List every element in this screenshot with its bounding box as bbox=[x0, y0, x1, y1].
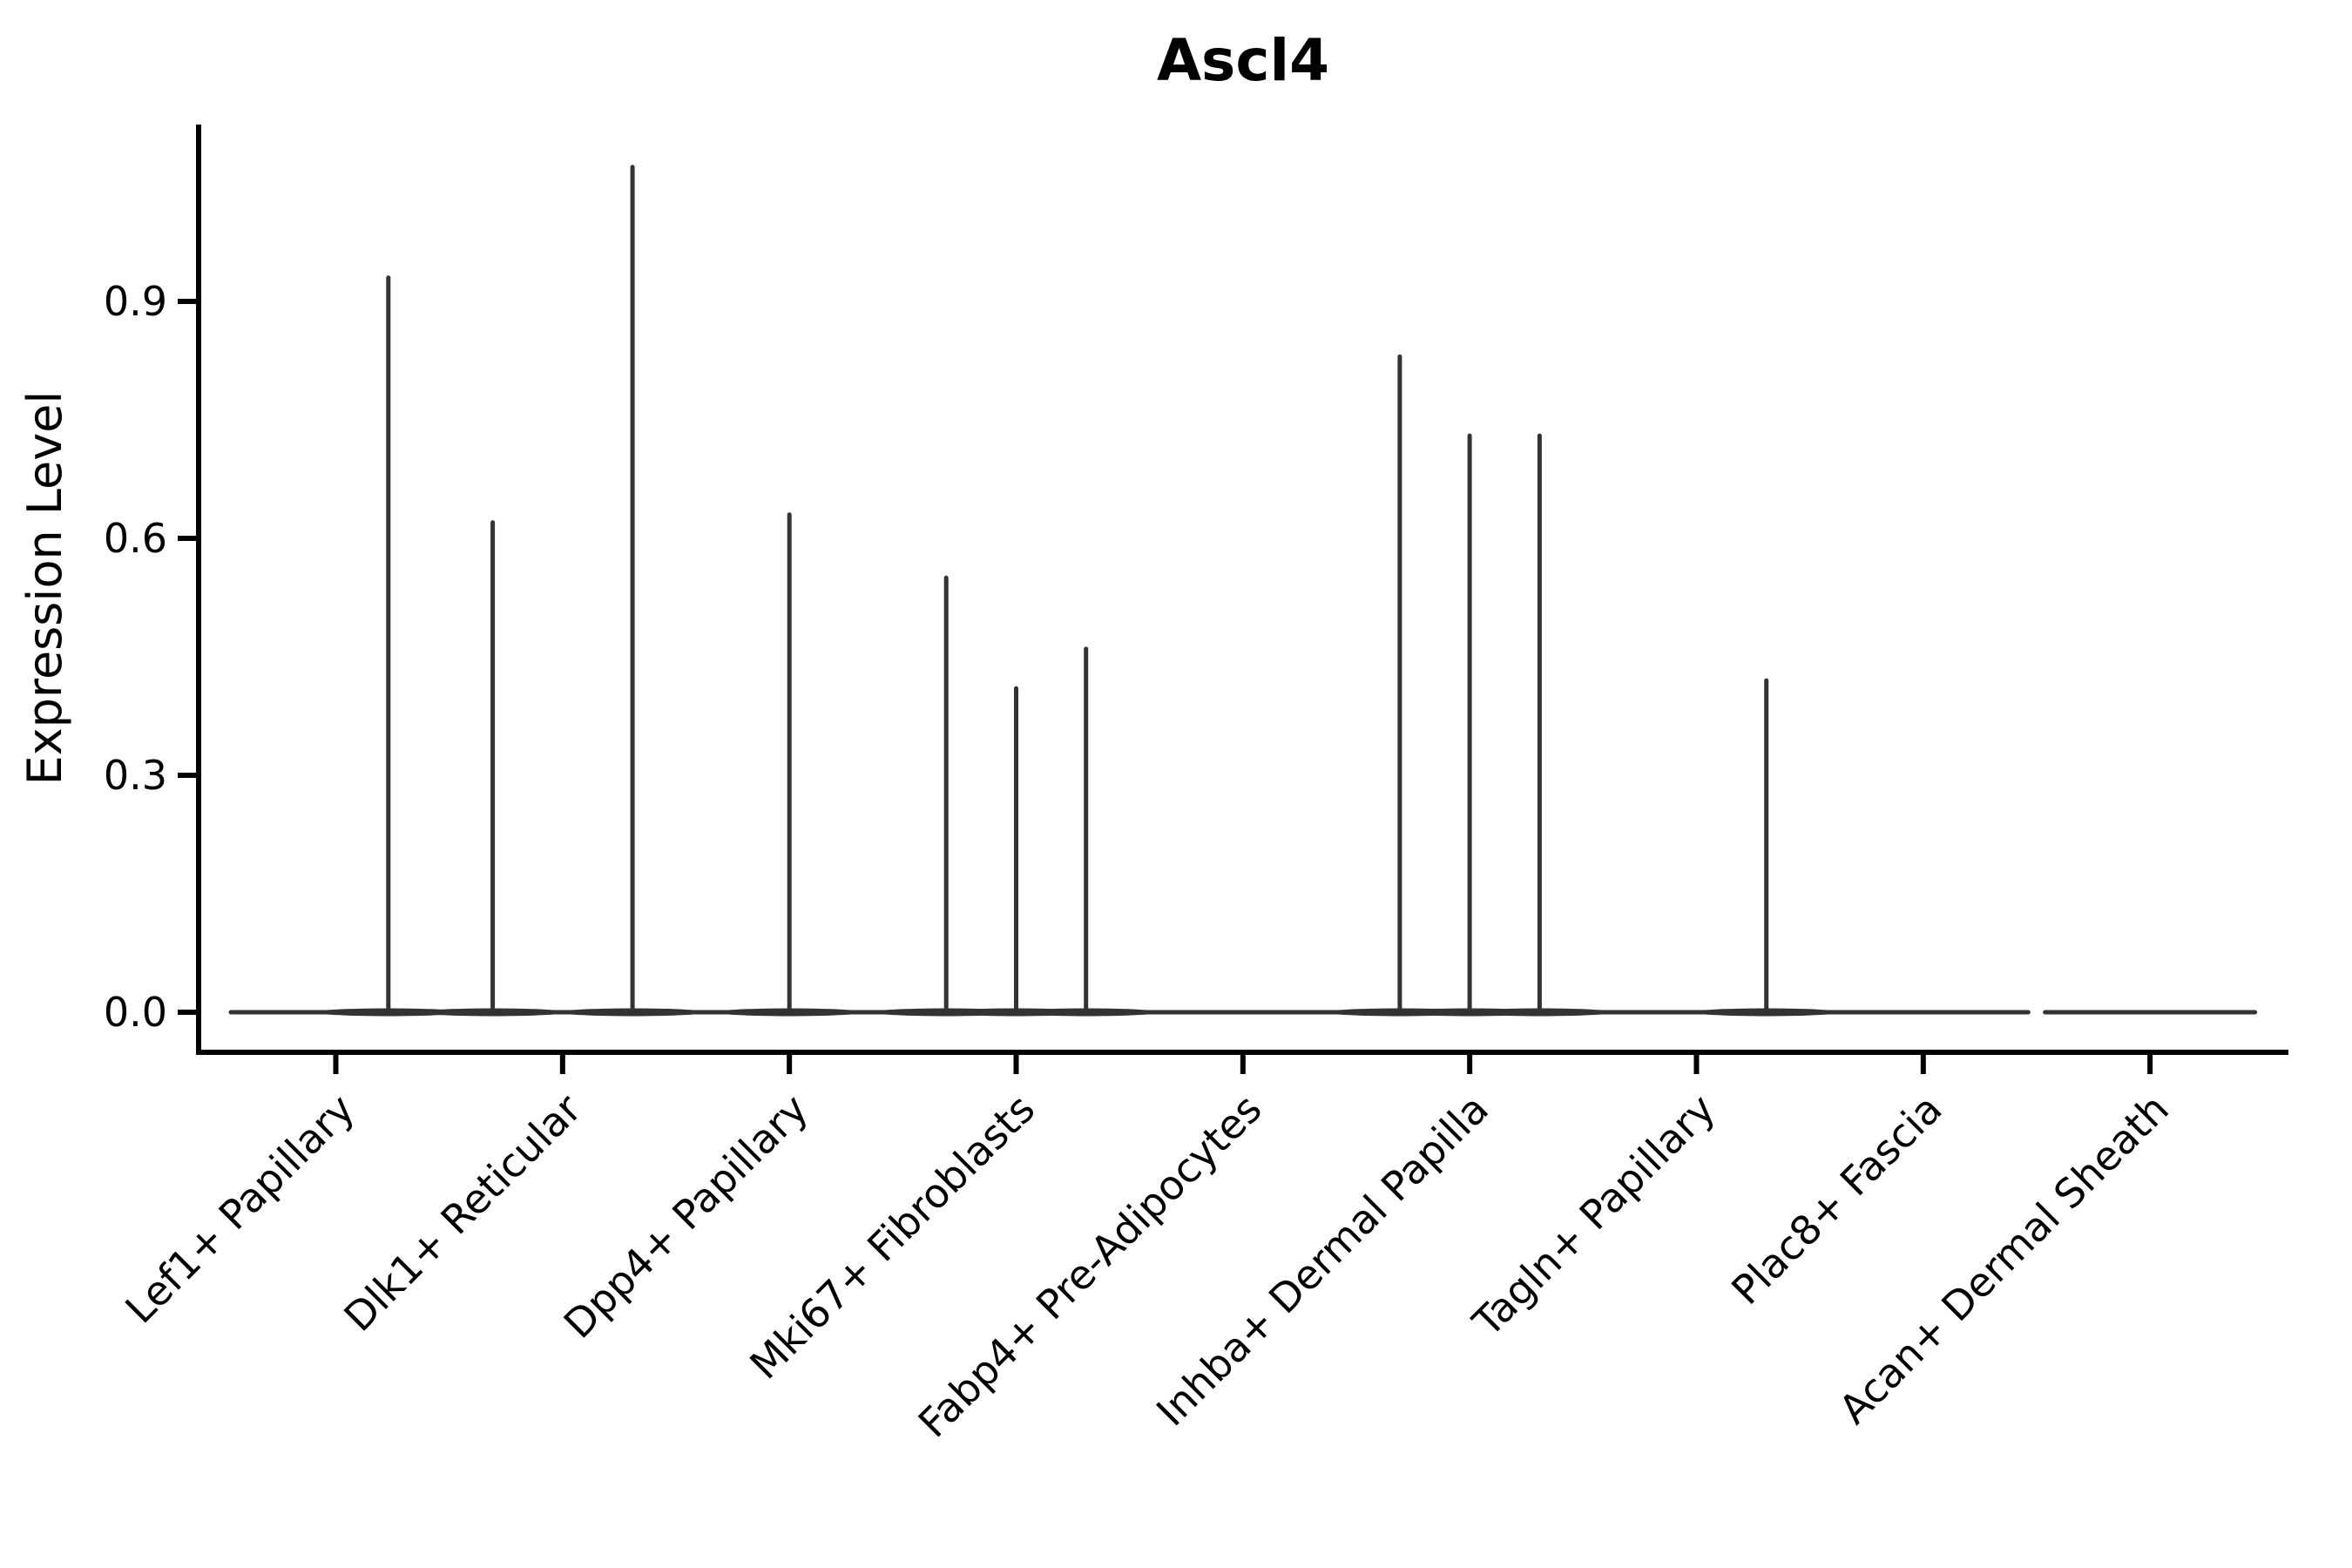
y-tick-label: 0.6 bbox=[104, 515, 167, 562]
y-tick-label: 0.9 bbox=[104, 278, 167, 325]
x-tick-label: Plac8+ Fascia bbox=[1722, 1085, 1950, 1314]
y-tick-label: 0.0 bbox=[104, 989, 167, 1036]
y-tick-label: 0.3 bbox=[104, 752, 167, 799]
chart-title: Ascl4 bbox=[1157, 27, 1329, 94]
x-tick-label: Dlk1+ Reticular bbox=[335, 1085, 590, 1341]
x-tick-label: Lef1+ Papillary bbox=[116, 1085, 363, 1333]
x-tick-label: Dpp4+ Papillary bbox=[555, 1085, 817, 1348]
y-axis-label: Expression Level bbox=[17, 391, 72, 786]
x-tick-label: Tagln+ Papillary bbox=[1463, 1085, 1725, 1347]
